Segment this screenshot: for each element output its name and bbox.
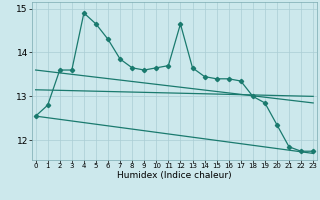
X-axis label: Humidex (Indice chaleur): Humidex (Indice chaleur) — [117, 171, 232, 180]
